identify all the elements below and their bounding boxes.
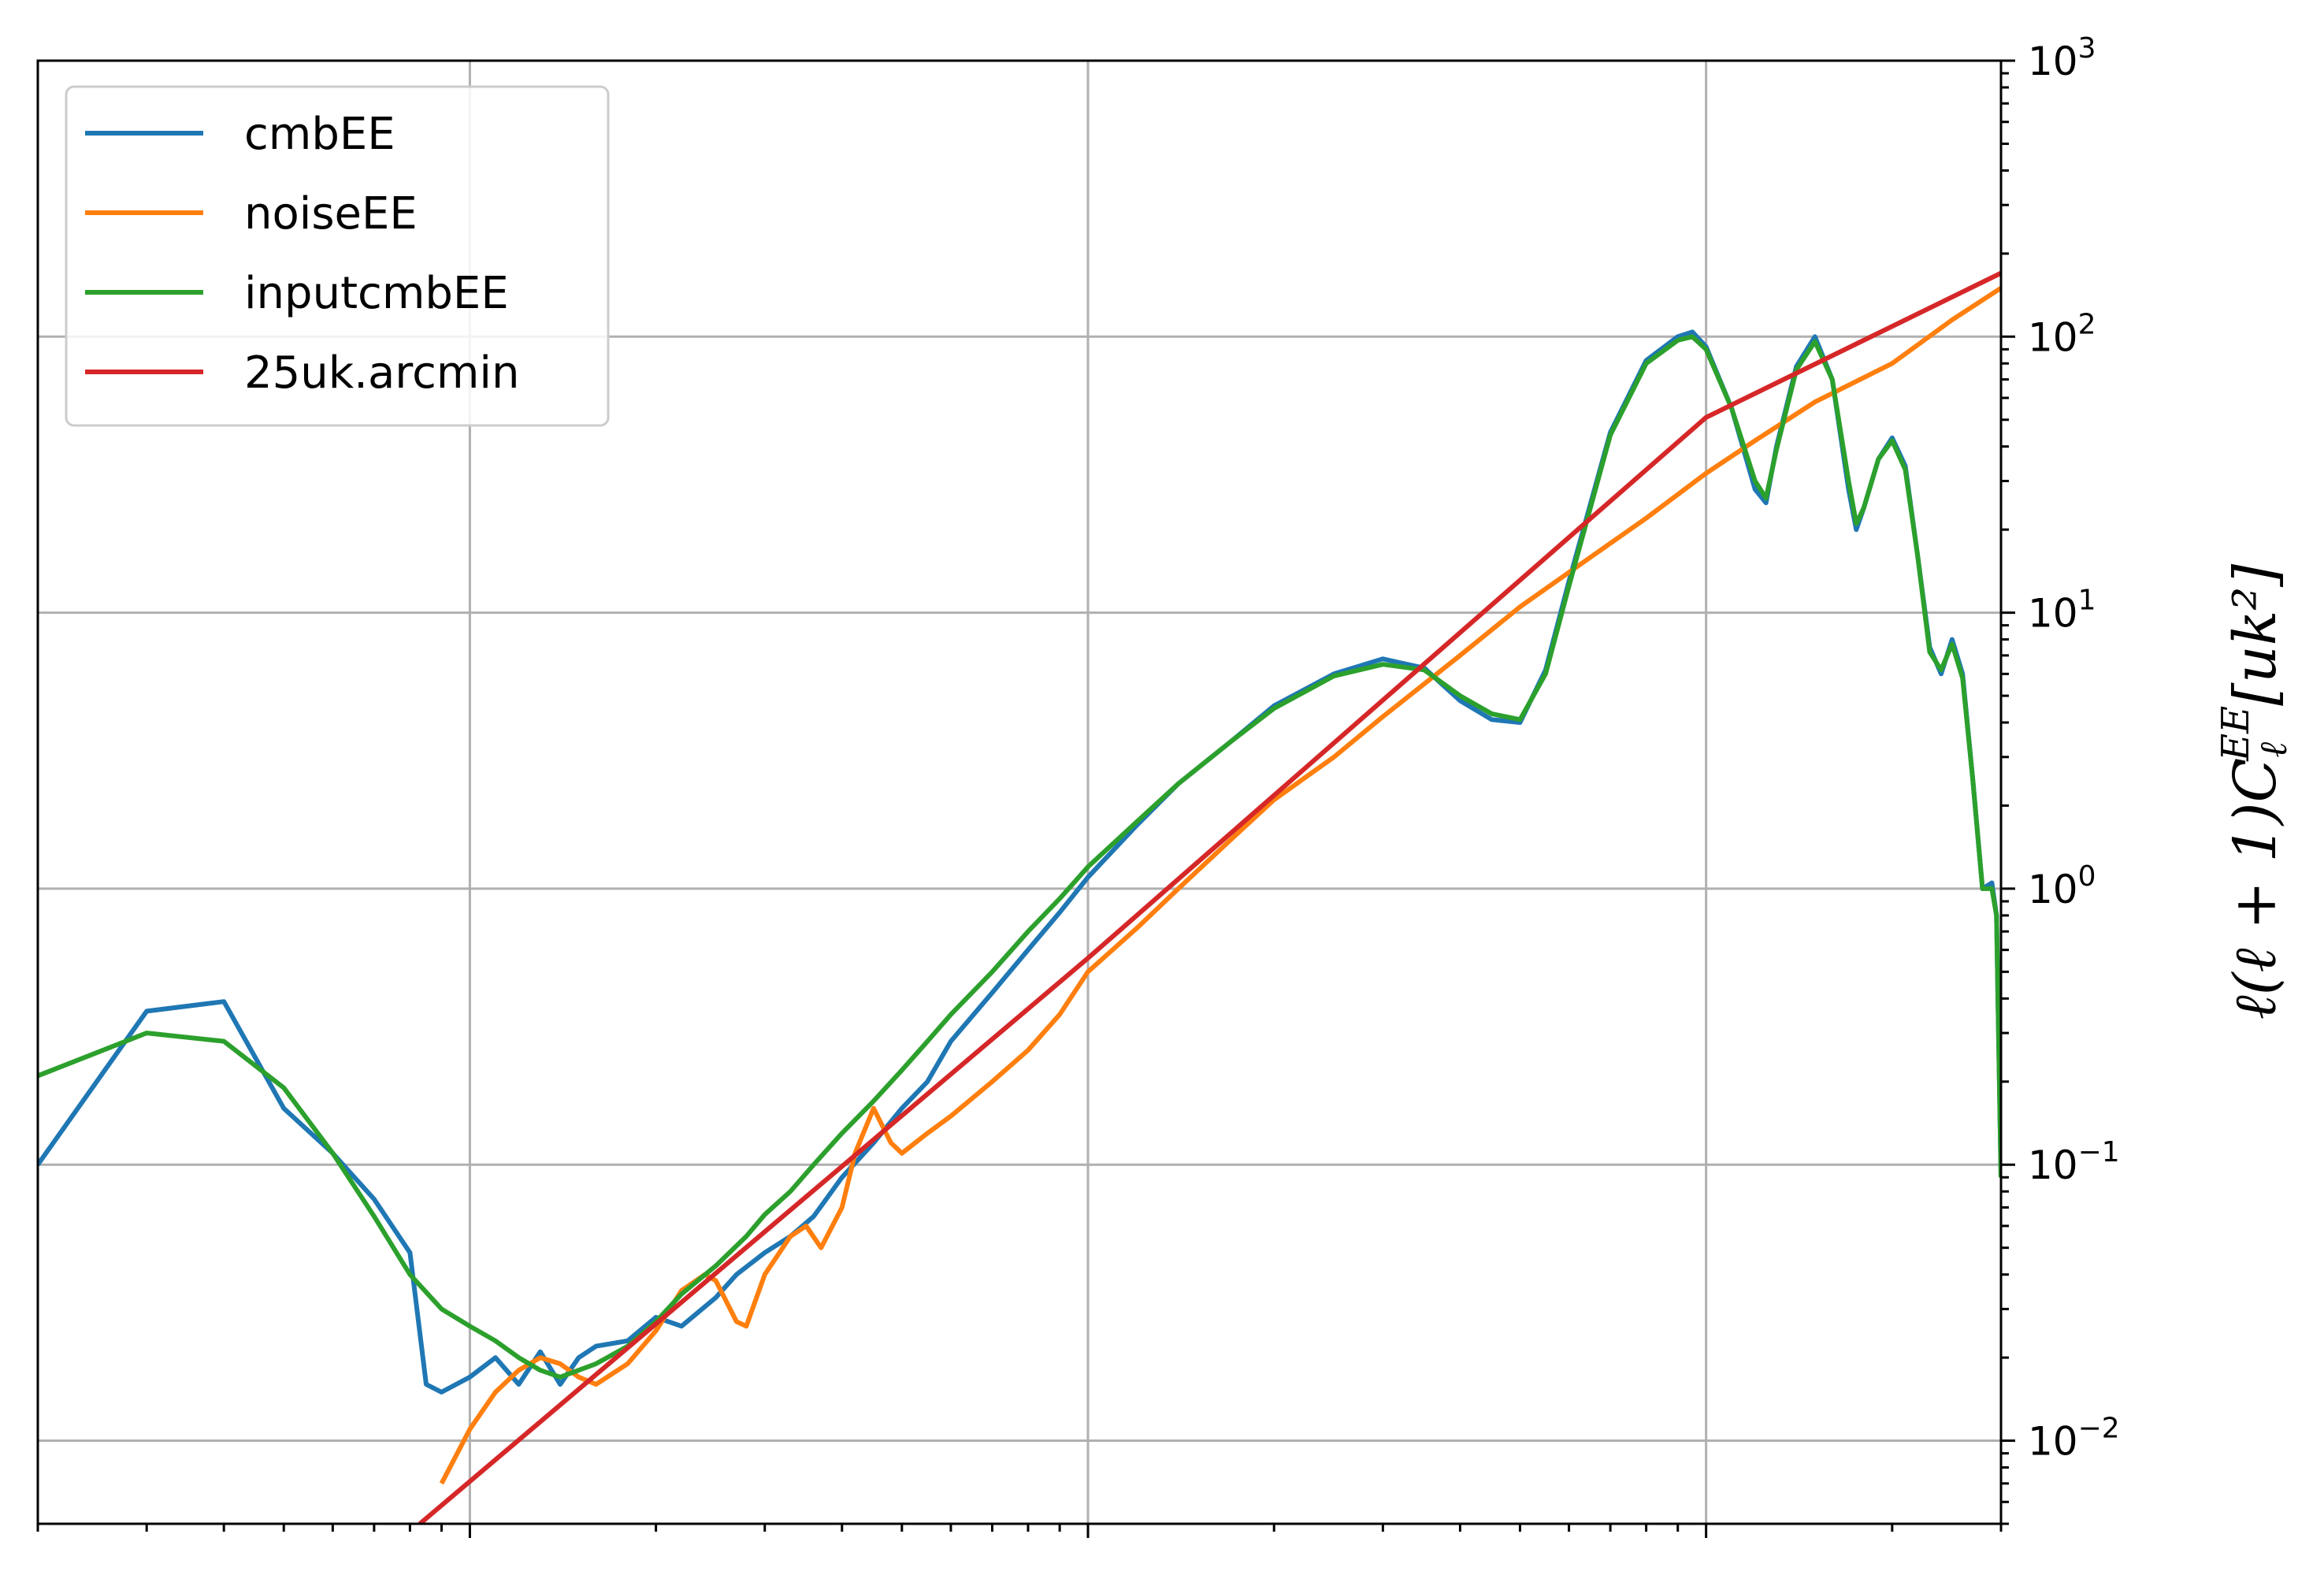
y-tick-exponent: 0: [2078, 860, 2096, 893]
y-tick-exponent: −2: [2078, 1413, 2120, 1445]
y-axis-label: ℓ(ℓ + 1)CℓEE[uk²]: [2214, 564, 2296, 1020]
legend-label-noiseEE: noiseEE: [244, 188, 418, 240]
series-line-25uk.arcmin: [418, 270, 2001, 1524]
legend-label-25uk.arcmin: 25uk.arcmin: [244, 347, 519, 399]
y-tick-label: 10−2: [2028, 1413, 2120, 1465]
y-axis-label-main: ℓ(ℓ + 1)C: [2222, 758, 2289, 1020]
legend: cmbEE noiseEE inputcmbEE 25uk.arcmin: [65, 85, 610, 427]
y-axis-label-subscript: ℓ: [2252, 742, 2296, 758]
series-line-noiseEE: [439, 286, 2001, 1485]
y-tick-label: 100: [2028, 860, 2096, 912]
legend-label-inputcmbEE: inputcmbEE: [244, 268, 509, 319]
y-tick-exponent: 3: [2078, 32, 2096, 65]
y-tick-base: 10: [2028, 1419, 2078, 1465]
series-line-inputcmbEE: [38, 334, 2001, 1380]
y-tick-base: 10: [2028, 39, 2078, 84]
y-tick-exponent: −1: [2078, 1136, 2120, 1168]
y-axis-label-unit: [uk²]: [2222, 564, 2289, 706]
y-axis-label-superscript: EE: [2214, 706, 2258, 762]
y-tick-label: 102: [2028, 308, 2096, 360]
y-tick-base: 10: [2028, 867, 2078, 912]
y-tick-label: 101: [2028, 585, 2096, 637]
x-axis-ticks: [36, 1524, 2003, 1538]
legend-label-cmbEE: cmbEE: [244, 109, 395, 160]
y-tick-base: 10: [2028, 591, 2078, 637]
y-tick-base: 10: [2028, 314, 2078, 360]
data-series: [38, 270, 2001, 1524]
y-tick-label: 103: [2028, 32, 2096, 84]
y-tick-exponent: 1: [2078, 585, 2096, 617]
y-tick-exponent: 2: [2078, 308, 2096, 340]
plot-frame: [36, 59, 2003, 1525]
y-tick-base: 10: [2028, 1142, 2078, 1188]
y-tick-label: 10−1: [2028, 1136, 2120, 1188]
legend-frame: [65, 85, 610, 427]
